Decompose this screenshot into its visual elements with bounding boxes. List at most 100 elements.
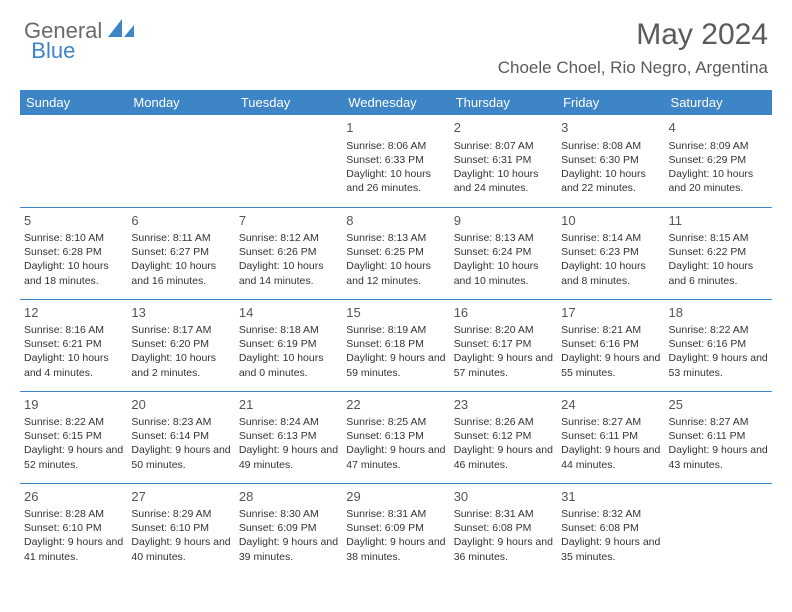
day-number: 15	[346, 304, 445, 322]
logo-text-part2: Blue	[31, 38, 75, 64]
sunrise-line: Sunrise: 8:32 AM	[561, 507, 660, 521]
daylight-line: Daylight: 10 hours and 2 minutes.	[131, 351, 230, 379]
sunrise-line: Sunrise: 8:22 AM	[669, 323, 768, 337]
day-number: 17	[561, 304, 660, 322]
day-number: 3	[561, 119, 660, 137]
daylight-line: Daylight: 9 hours and 49 minutes.	[239, 443, 338, 471]
sunset-line: Sunset: 6:10 PM	[24, 521, 123, 535]
daylight-line: Daylight: 9 hours and 46 minutes.	[454, 443, 553, 471]
calendar-day-cell: 18Sunrise: 8:22 AMSunset: 6:16 PMDayligh…	[665, 299, 772, 391]
sunset-line: Sunset: 6:33 PM	[346, 153, 445, 167]
day-number: 11	[669, 212, 768, 230]
daylight-line: Daylight: 9 hours and 40 minutes.	[131, 535, 230, 563]
sunrise-line: Sunrise: 8:30 AM	[239, 507, 338, 521]
sunset-line: Sunset: 6:13 PM	[346, 429, 445, 443]
sunrise-line: Sunrise: 8:10 AM	[24, 231, 123, 245]
day-number: 31	[561, 488, 660, 506]
calendar-day-cell	[235, 115, 342, 207]
sunset-line: Sunset: 6:20 PM	[131, 337, 230, 351]
sunrise-line: Sunrise: 8:27 AM	[669, 415, 768, 429]
sunrise-line: Sunrise: 8:17 AM	[131, 323, 230, 337]
day-number: 28	[239, 488, 338, 506]
daylight-line: Daylight: 9 hours and 52 minutes.	[24, 443, 123, 471]
daylight-line: Daylight: 10 hours and 6 minutes.	[669, 259, 768, 287]
calendar-week-row: 5Sunrise: 8:10 AMSunset: 6:28 PMDaylight…	[20, 207, 772, 299]
day-number: 19	[24, 396, 123, 414]
sunset-line: Sunset: 6:08 PM	[561, 521, 660, 535]
calendar-day-cell: 27Sunrise: 8:29 AMSunset: 6:10 PMDayligh…	[127, 483, 234, 575]
day-number: 5	[24, 212, 123, 230]
day-number: 20	[131, 396, 230, 414]
sunrise-line: Sunrise: 8:20 AM	[454, 323, 553, 337]
calendar-day-cell: 5Sunrise: 8:10 AMSunset: 6:28 PMDaylight…	[20, 207, 127, 299]
calendar-day-cell: 16Sunrise: 8:20 AMSunset: 6:17 PMDayligh…	[450, 299, 557, 391]
sunrise-line: Sunrise: 8:26 AM	[454, 415, 553, 429]
day-number: 12	[24, 304, 123, 322]
sunset-line: Sunset: 6:25 PM	[346, 245, 445, 259]
day-number: 6	[131, 212, 230, 230]
calendar-day-cell: 30Sunrise: 8:31 AMSunset: 6:08 PMDayligh…	[450, 483, 557, 575]
sunrise-line: Sunrise: 8:21 AM	[561, 323, 660, 337]
weekday-header: Saturday	[665, 90, 772, 115]
calendar-day-cell: 20Sunrise: 8:23 AMSunset: 6:14 PMDayligh…	[127, 391, 234, 483]
weekday-header: Wednesday	[342, 90, 449, 115]
daylight-line: Daylight: 10 hours and 12 minutes.	[346, 259, 445, 287]
calendar-day-cell: 6Sunrise: 8:11 AMSunset: 6:27 PMDaylight…	[127, 207, 234, 299]
sunset-line: Sunset: 6:21 PM	[24, 337, 123, 351]
day-number: 4	[669, 119, 768, 137]
sunset-line: Sunset: 6:11 PM	[669, 429, 768, 443]
sunrise-line: Sunrise: 8:13 AM	[346, 231, 445, 245]
calendar-week-row: 12Sunrise: 8:16 AMSunset: 6:21 PMDayligh…	[20, 299, 772, 391]
sunset-line: Sunset: 6:29 PM	[669, 153, 768, 167]
calendar-day-cell	[665, 483, 772, 575]
calendar-week-row: 1Sunrise: 8:06 AMSunset: 6:33 PMDaylight…	[20, 115, 772, 207]
daylight-line: Daylight: 9 hours and 41 minutes.	[24, 535, 123, 563]
daylight-line: Daylight: 10 hours and 22 minutes.	[561, 167, 660, 195]
sunrise-line: Sunrise: 8:19 AM	[346, 323, 445, 337]
day-number: 18	[669, 304, 768, 322]
calendar-table: Sunday Monday Tuesday Wednesday Thursday…	[20, 90, 772, 575]
weekday-header: Thursday	[450, 90, 557, 115]
daylight-line: Daylight: 10 hours and 14 minutes.	[239, 259, 338, 287]
sunset-line: Sunset: 6:17 PM	[454, 337, 553, 351]
sunrise-line: Sunrise: 8:25 AM	[346, 415, 445, 429]
calendar-week-row: 26Sunrise: 8:28 AMSunset: 6:10 PMDayligh…	[20, 483, 772, 575]
calendar-day-cell: 12Sunrise: 8:16 AMSunset: 6:21 PMDayligh…	[20, 299, 127, 391]
day-number: 10	[561, 212, 660, 230]
day-number: 7	[239, 212, 338, 230]
daylight-line: Daylight: 10 hours and 18 minutes.	[24, 259, 123, 287]
weekday-header: Friday	[557, 90, 664, 115]
daylight-line: Daylight: 10 hours and 8 minutes.	[561, 259, 660, 287]
daylight-line: Daylight: 9 hours and 43 minutes.	[669, 443, 768, 471]
calendar-day-cell: 1Sunrise: 8:06 AMSunset: 6:33 PMDaylight…	[342, 115, 449, 207]
sunrise-line: Sunrise: 8:18 AM	[239, 323, 338, 337]
calendar-day-cell: 22Sunrise: 8:25 AMSunset: 6:13 PMDayligh…	[342, 391, 449, 483]
daylight-line: Daylight: 10 hours and 16 minutes.	[131, 259, 230, 287]
sunset-line: Sunset: 6:18 PM	[346, 337, 445, 351]
day-number: 16	[454, 304, 553, 322]
calendar-day-cell: 31Sunrise: 8:32 AMSunset: 6:08 PMDayligh…	[557, 483, 664, 575]
calendar-day-cell: 23Sunrise: 8:26 AMSunset: 6:12 PMDayligh…	[450, 391, 557, 483]
sunset-line: Sunset: 6:22 PM	[669, 245, 768, 259]
day-number: 24	[561, 396, 660, 414]
day-number: 26	[24, 488, 123, 506]
day-number: 21	[239, 396, 338, 414]
sunset-line: Sunset: 6:12 PM	[454, 429, 553, 443]
calendar-day-cell: 7Sunrise: 8:12 AMSunset: 6:26 PMDaylight…	[235, 207, 342, 299]
day-number: 29	[346, 488, 445, 506]
sunset-line: Sunset: 6:23 PM	[561, 245, 660, 259]
day-number: 27	[131, 488, 230, 506]
calendar-day-cell	[20, 115, 127, 207]
calendar-day-cell: 13Sunrise: 8:17 AMSunset: 6:20 PMDayligh…	[127, 299, 234, 391]
sunset-line: Sunset: 6:26 PM	[239, 245, 338, 259]
day-number: 23	[454, 396, 553, 414]
calendar-day-cell: 2Sunrise: 8:07 AMSunset: 6:31 PMDaylight…	[450, 115, 557, 207]
calendar-day-cell: 17Sunrise: 8:21 AMSunset: 6:16 PMDayligh…	[557, 299, 664, 391]
location-text: Choele Choel, Rio Negro, Argentina	[498, 58, 768, 78]
weekday-header: Monday	[127, 90, 234, 115]
sunset-line: Sunset: 6:24 PM	[454, 245, 553, 259]
calendar-week-row: 19Sunrise: 8:22 AMSunset: 6:15 PMDayligh…	[20, 391, 772, 483]
sunrise-line: Sunrise: 8:07 AM	[454, 139, 553, 153]
daylight-line: Daylight: 9 hours and 38 minutes.	[346, 535, 445, 563]
calendar-day-cell: 15Sunrise: 8:19 AMSunset: 6:18 PMDayligh…	[342, 299, 449, 391]
